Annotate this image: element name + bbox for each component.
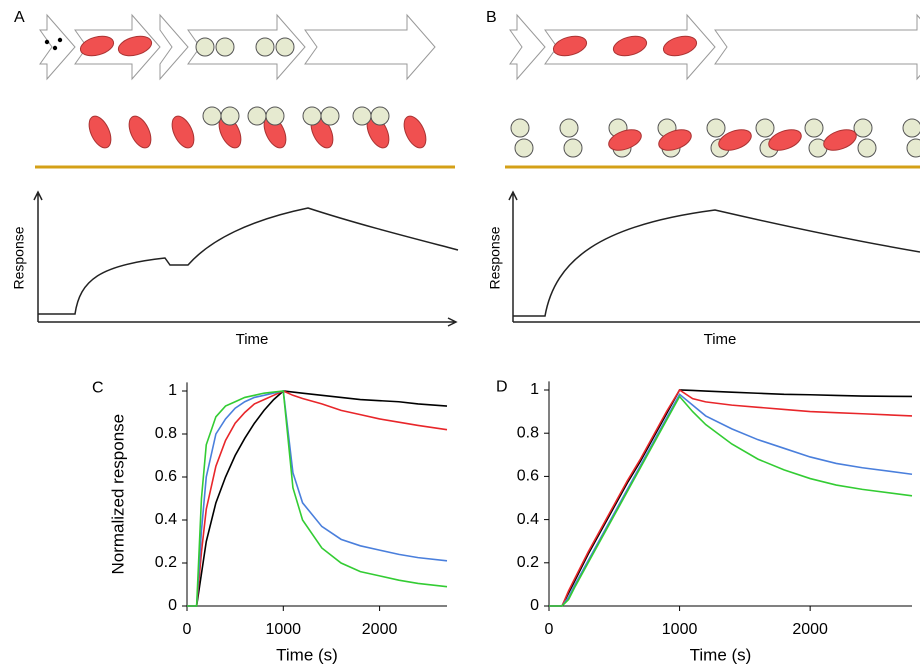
analyte <box>612 35 648 57</box>
analyte <box>718 129 752 151</box>
series-line <box>549 388 913 607</box>
y-tick-label: 0 <box>530 597 539 614</box>
axes <box>508 190 920 323</box>
ligand <box>220 106 240 126</box>
molecules <box>44 35 920 158</box>
analyte <box>79 35 115 57</box>
arrow <box>187 13 306 81</box>
analyte <box>128 115 152 149</box>
ligand <box>247 106 267 126</box>
y-tick-label: 0.4 <box>517 511 539 528</box>
ligand <box>302 106 322 126</box>
x-tick-label: 1000 <box>265 621 301 638</box>
arrow <box>304 13 436 81</box>
y-tick-label: 0.2 <box>155 554 177 571</box>
ligand <box>202 106 222 126</box>
ligand <box>563 138 583 158</box>
analyte <box>823 129 857 151</box>
arrows <box>39 13 920 81</box>
ligand <box>215 37 235 57</box>
series-line <box>187 390 448 607</box>
ligand <box>255 37 275 57</box>
ligand <box>853 118 873 138</box>
analyte <box>658 129 692 151</box>
x-axis-label: Time (s) <box>276 645 338 664</box>
y-tick-label: 0.6 <box>155 468 177 485</box>
arrow <box>509 13 546 81</box>
ligand <box>559 118 579 138</box>
y-axis-label: Response <box>487 226 503 289</box>
ligand <box>352 106 372 126</box>
y-tick-label: 0.6 <box>517 468 539 485</box>
x-axis-label: Time (s) <box>690 645 752 664</box>
arrow <box>714 13 920 81</box>
ligand <box>370 106 390 126</box>
panel-label: A <box>14 9 25 26</box>
ligand <box>755 118 775 138</box>
dot <box>52 45 58 51</box>
axes <box>33 190 458 327</box>
panel-label: D <box>496 379 508 396</box>
series-line <box>187 390 448 607</box>
analyte <box>117 35 153 57</box>
analyte <box>768 129 802 151</box>
panel-label: B <box>486 9 497 26</box>
ligand <box>510 118 530 138</box>
ligand <box>195 37 215 57</box>
y-tick-label: 0 <box>168 597 177 614</box>
analyte <box>88 115 112 149</box>
y-tick-label: 0.4 <box>155 511 177 528</box>
ligand <box>902 118 920 138</box>
y-tick-label: 0.2 <box>517 554 539 571</box>
dot <box>44 39 50 45</box>
arrow <box>159 13 189 81</box>
analyte <box>552 35 588 57</box>
ligand <box>265 106 285 126</box>
ligand <box>706 118 726 138</box>
ligand <box>906 138 920 158</box>
arrow <box>544 13 716 81</box>
response-curve <box>38 207 459 315</box>
series-line <box>187 390 448 607</box>
ligand <box>275 37 295 57</box>
ligand <box>804 118 824 138</box>
y-tick-label: 0.8 <box>155 425 177 442</box>
series-line <box>549 393 913 607</box>
analyte <box>662 35 698 57</box>
x-tick-label: 0 <box>545 621 554 638</box>
y-tick-label: 1 <box>530 381 539 398</box>
series-line <box>187 390 448 607</box>
x-tick-label: 0 <box>183 621 192 638</box>
x-axis-label: Time <box>236 331 269 348</box>
ligand <box>514 138 534 158</box>
ligand <box>320 106 340 126</box>
x-tick-label: 2000 <box>792 621 828 638</box>
response-curve <box>513 209 920 317</box>
y-axis-label: Response <box>11 226 27 289</box>
y-axis-label: Normalized response <box>108 414 127 575</box>
schematic-curves <box>33 190 920 327</box>
x-tick-label: 2000 <box>362 621 398 638</box>
ligand <box>857 138 877 158</box>
x-tick-label: 1000 <box>662 621 698 638</box>
analyte <box>171 115 195 149</box>
arrow <box>39 13 76 81</box>
panel-label: C <box>92 380 104 397</box>
dot <box>57 37 63 43</box>
y-tick-label: 0.8 <box>517 424 539 441</box>
x-axis-label: Time <box>704 331 737 348</box>
series-line <box>549 389 913 607</box>
y-tick-label: 1 <box>168 382 177 399</box>
series-line <box>549 395 913 607</box>
analyte <box>608 129 642 151</box>
analyte <box>403 115 427 149</box>
